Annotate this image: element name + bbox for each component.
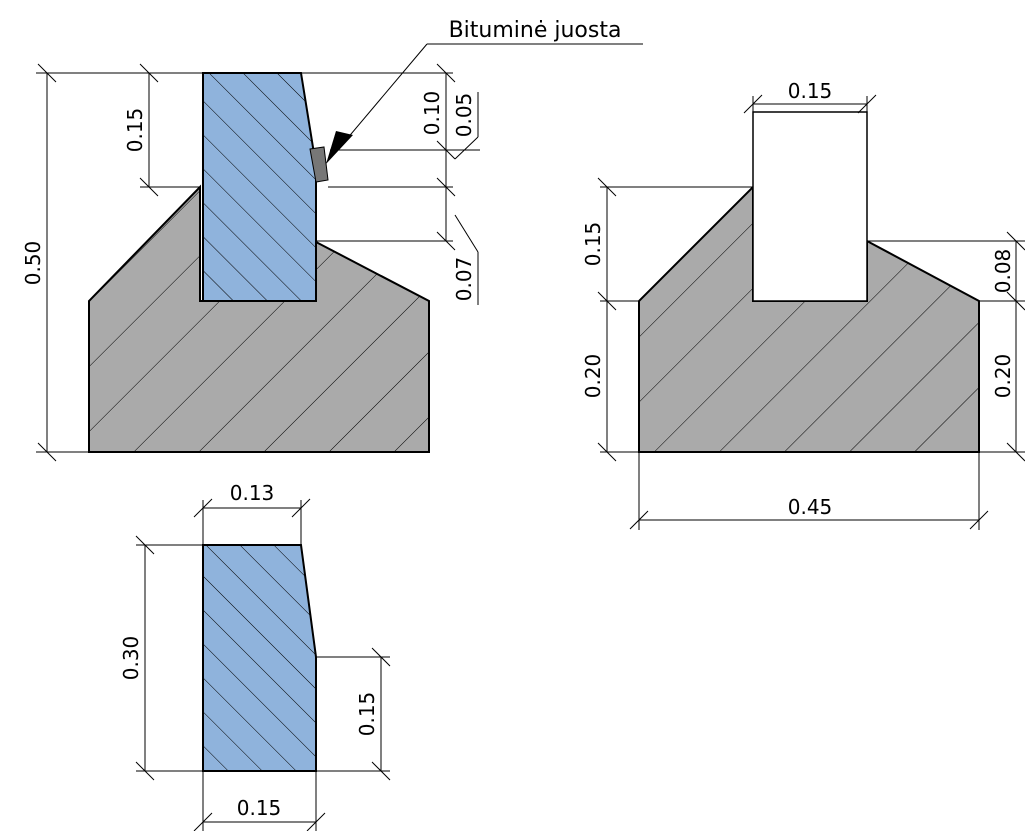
leader-arrowhead — [326, 131, 353, 164]
assembly-view: Bituminė juosta 0.50 0.15 0.10 0.05 — [21, 18, 643, 462]
dim-strip-top: 0.10 — [420, 91, 444, 136]
dim-curb-above: 0.15 — [123, 108, 147, 153]
assembly-concrete-base-hatch — [89, 187, 429, 452]
dim-base-right: 0.20 — [991, 354, 1015, 399]
dim-shoulder: 0.08 — [991, 249, 1015, 294]
base-slot — [752, 111, 868, 302]
dim-slot-depth: 0.15 — [581, 222, 605, 267]
dim-gap: 0.07 — [452, 257, 476, 302]
dim-slot-width: 0.15 — [788, 79, 833, 103]
dim-base-width: 0.45 — [788, 495, 833, 519]
dim-curb-top-width: 0.13 — [230, 481, 275, 505]
dim-total-height: 0.50 — [21, 241, 45, 286]
dim-curb-straight: 0.15 — [355, 692, 379, 737]
label-leader — [345, 43, 428, 141]
bitumen-strip — [309, 146, 329, 183]
assembly-curb-hatch — [203, 73, 316, 301]
bitumen-strip-label: Bituminė juosta — [449, 18, 622, 43]
base-concrete-hatch — [639, 187, 979, 452]
base-view: 0.15 0.15 0.20 0.08 0.20 0.45 — [581, 79, 1025, 530]
dim-curb-bottom-width: 0.15 — [237, 796, 282, 820]
dim-base-left: 0.20 — [581, 354, 605, 399]
dim-strip-height: 0.05 — [452, 93, 476, 138]
curb-body-hatch — [203, 545, 316, 771]
dim-curb-height: 0.30 — [119, 636, 143, 681]
curb-view: 0.13 0.30 0.15 0.15 — [119, 481, 391, 831]
